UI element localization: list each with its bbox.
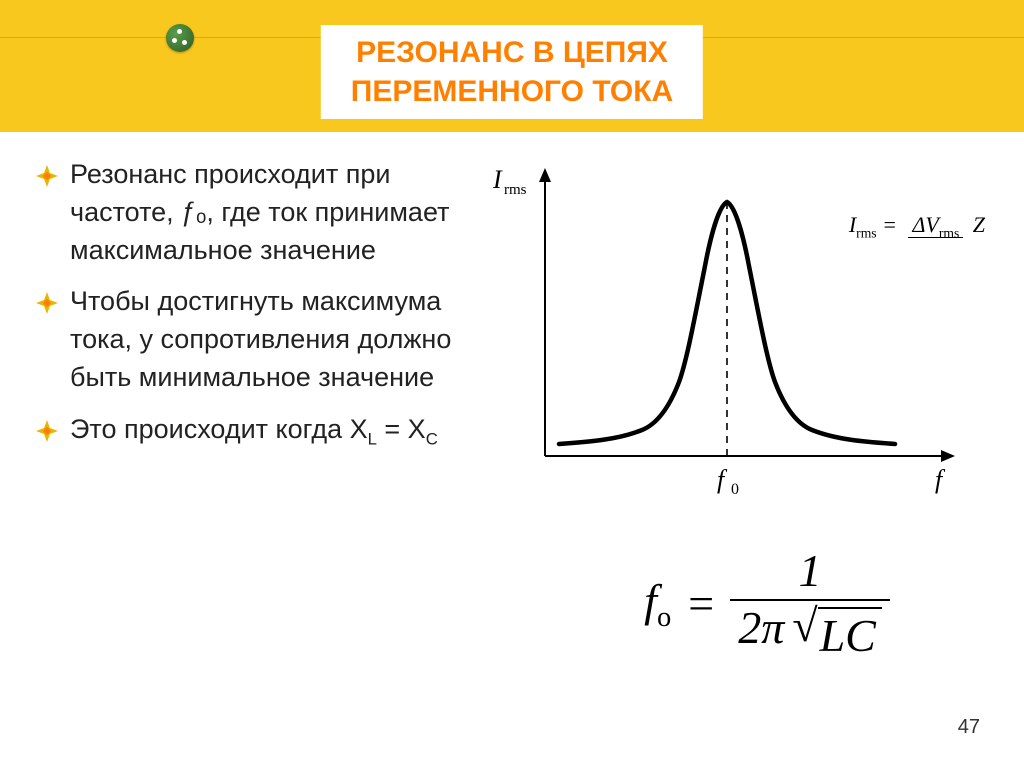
svg-text:f: f [935,465,946,494]
resonant-frequency-formula: fo = 1 2π √ LC [644,546,890,661]
decorative-circle-icon [166,24,194,52]
bullet-text: Чтобы достигнуть максимума тока, у сопро… [70,283,464,396]
slide-number: 47 [958,716,980,739]
bullet-item: Чтобы достигнуть максимума тока, у сопро… [34,283,464,396]
bullet-star-icon [34,289,60,315]
bullet-item: Резонанс происходит при частоте, ƒₒ, где… [34,156,464,269]
content-area: Резонанс происходит при частоте, ƒₒ, где… [0,132,1024,671]
title-line-1: РЕЗОНАНС В ЦЕПЯХ [356,36,668,69]
irms-formula: Irms = ΔVrms Z [849,212,989,242]
decorative-dot-icon [182,40,187,45]
header-band: РЕЗОНАНС В ЦЕПЯХ ПЕРЕМЕННОГО ТОКА [0,0,1024,132]
title-line-2: ПЕРЕМЕННОГО ТОКА [351,75,673,108]
bullet-list: Резонанс происходит при частоте, ƒₒ, где… [34,156,464,661]
title-box: РЕЗОНАНС В ЦЕПЯХ ПЕРЕМЕННОГО ТОКА [321,25,703,119]
svg-text:f: f [717,465,728,494]
bullet-star-icon [34,417,60,443]
bullet-text: Это происходит когда XL = XC [70,411,438,451]
svg-text:rms: rms [504,182,527,198]
bullet-star-icon [34,162,60,188]
right-column: I rms f f 0 Irms = ΔVrms Z fo [484,156,990,661]
resonance-curve-svg: I rms f f 0 [487,156,987,496]
resonance-chart: I rms f f 0 Irms = ΔVrms Z [487,156,987,496]
bullet-text: Резонанс происходит при частоте, ƒₒ, где… [70,156,464,269]
bullet-item: Это происходит когда XL = XC [34,411,464,451]
svg-text:0: 0 [731,481,739,496]
slide-title: РЕЗОНАНС В ЦЕПЯХ ПЕРЕМЕННОГО ТОКА [351,33,673,111]
svg-text:I: I [492,165,503,194]
